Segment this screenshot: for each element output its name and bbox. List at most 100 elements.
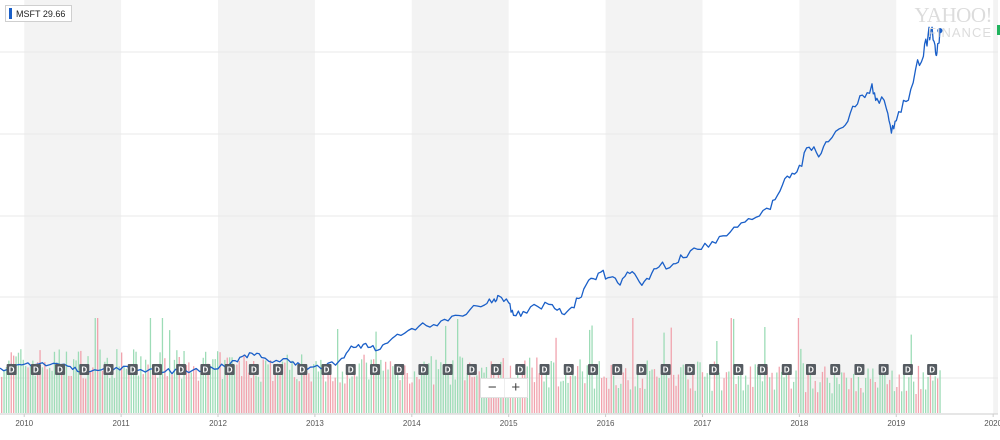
dividend-marker[interactable]: D [418, 364, 429, 375]
volume-bar [361, 359, 363, 413]
volume-bar [673, 374, 675, 413]
volume-bar [658, 377, 660, 413]
volume-bar [217, 351, 219, 413]
dividend-marker-label: D [614, 366, 620, 375]
dividend-marker-label: D [203, 366, 209, 375]
dividend-marker[interactable]: D [30, 364, 41, 375]
zoom-out-button[interactable]: − [487, 379, 497, 396]
volume-bar [437, 369, 440, 413]
volume-bar [373, 359, 375, 413]
dividend-marker[interactable]: D [321, 364, 332, 375]
volume-bar [341, 371, 344, 413]
volume-bar [625, 368, 627, 413]
dividend-marker[interactable]: D [273, 364, 284, 375]
volume-bar [346, 364, 348, 413]
volume-bar [101, 370, 104, 413]
volume-bar [106, 357, 108, 413]
dividend-marker[interactable]: D [466, 364, 477, 375]
dividend-marker-label: D [929, 366, 935, 375]
dividend-marker-label: D [784, 366, 790, 375]
volume-bar [245, 361, 248, 413]
volume-bar [562, 380, 564, 413]
dividend-marker[interactable]: D [636, 364, 647, 375]
dividend-marker[interactable]: D [927, 364, 938, 375]
volume-bar [637, 369, 639, 413]
volume-bar [711, 390, 713, 413]
volume-bar [332, 381, 334, 413]
volume-bar [665, 370, 668, 413]
volume-bar [913, 381, 915, 413]
volume-bar [236, 364, 238, 413]
volume-bar [212, 359, 214, 413]
dividend-marker[interactable]: D [127, 364, 138, 375]
volume-bar [706, 373, 708, 413]
dividend-marker[interactable]: D [224, 364, 235, 375]
dividend-marker[interactable]: D [757, 364, 768, 375]
dividend-marker[interactable]: D [151, 364, 162, 375]
dividend-marker[interactable]: D [854, 364, 865, 375]
dividend-marker[interactable]: D [297, 364, 308, 375]
dividend-marker[interactable]: D [369, 364, 380, 375]
dividend-marker[interactable]: D [515, 364, 526, 375]
year-band [218, 0, 315, 414]
dividend-marker[interactable]: D [491, 364, 502, 375]
volume-bar [226, 357, 228, 413]
volume-bar [382, 370, 384, 413]
dividend-marker[interactable]: D [539, 364, 550, 375]
volume-bar [334, 377, 336, 413]
dividend-marker-box [757, 364, 768, 375]
dividend-marker[interactable]: D [55, 364, 66, 375]
volume-bar [853, 373, 855, 413]
dividend-marker[interactable]: D [612, 364, 623, 375]
dividend-marker-label: D [227, 366, 233, 375]
volume-bar [512, 383, 514, 413]
dividend-marker-box [369, 364, 380, 375]
dividend-marker-box [176, 364, 187, 375]
dividend-marker[interactable]: D [684, 364, 695, 375]
watermark-sub: FINANCE [927, 25, 992, 40]
dividend-marker[interactable]: D [805, 364, 816, 375]
dividend-marker[interactable]: D [6, 364, 17, 375]
volume-bar [363, 354, 365, 413]
dividend-marker[interactable]: D [660, 364, 671, 375]
dividend-marker[interactable]: D [442, 364, 453, 375]
volume-bar [73, 359, 75, 413]
dividend-marker-label: D [469, 366, 475, 375]
dividend-marker[interactable]: D [781, 364, 792, 375]
volume-bar [399, 380, 401, 413]
volume-bar [22, 359, 24, 413]
dividend-marker[interactable]: D [248, 364, 259, 375]
dividend-marker[interactable]: D [733, 364, 744, 375]
zoom-in-button[interactable]: + [503, 379, 528, 397]
volume-bar [315, 361, 317, 413]
dividend-marker[interactable]: D [394, 364, 405, 375]
dividend-marker[interactable]: D [176, 364, 187, 375]
dividend-marker[interactable]: D [830, 364, 841, 375]
volume-bar [87, 356, 89, 413]
dividend-marker-label: D [760, 366, 766, 375]
volume-bar [932, 380, 934, 413]
dividend-marker[interactable]: D [902, 364, 913, 375]
dividend-marker[interactable]: D [79, 364, 90, 375]
volume-bar [301, 354, 303, 413]
dividend-marker[interactable]: D [709, 364, 720, 375]
volume-bar [797, 318, 800, 413]
volume-bar [327, 370, 329, 413]
volume-bar [305, 368, 308, 413]
dividend-marker-label: D [493, 366, 499, 375]
dividend-marker[interactable]: D [563, 364, 574, 375]
volume-bar [41, 367, 44, 413]
volume-bar [610, 364, 612, 413]
dividend-marker[interactable]: D [345, 364, 356, 375]
volume-bar [310, 381, 312, 413]
volume-bar [406, 373, 408, 413]
volume-bar [219, 352, 221, 413]
dividend-marker[interactable]: D [878, 364, 889, 375]
dividend-marker[interactable]: D [103, 364, 114, 375]
dividend-marker[interactable]: D [200, 364, 211, 375]
legend-symbol-tag[interactable]: MSFT 29.66 [5, 5, 73, 22]
dividend-marker[interactable]: D [587, 364, 598, 375]
volume-bar [901, 391, 903, 413]
